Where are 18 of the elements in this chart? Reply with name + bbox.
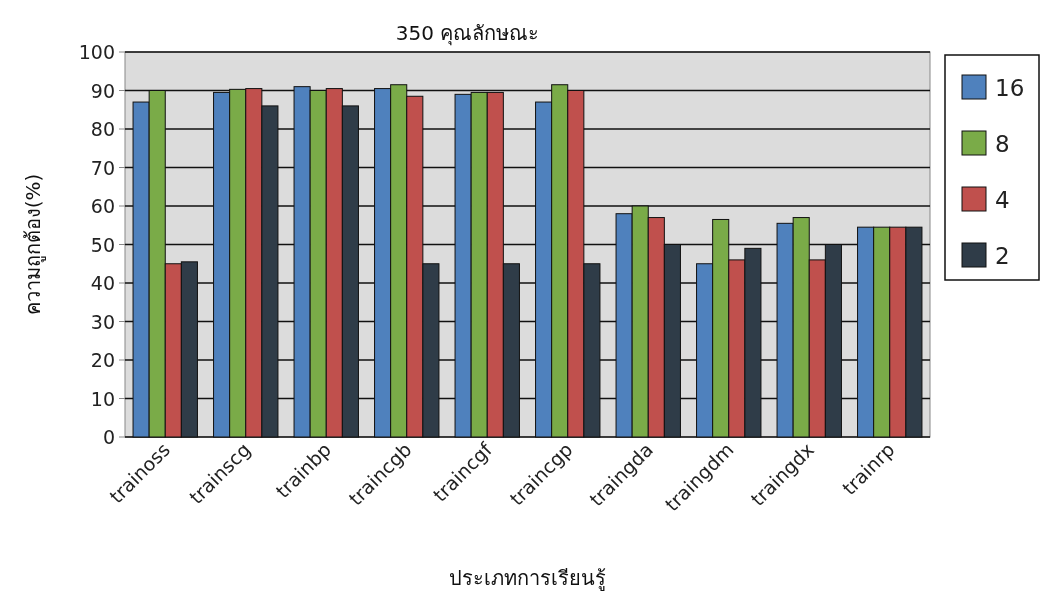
y-tick-label: 70 [90, 156, 115, 179]
y-axis-title: ความถูกต้อง(%) [21, 173, 46, 316]
legend-label: 4 [995, 187, 1010, 213]
y-tick-label: 100 [78, 41, 115, 63]
y-tick-label: 10 [90, 387, 115, 410]
y-tick-label: 0 [102, 426, 115, 448]
y-tick-label: 20 [90, 349, 115, 371]
y-tick-label: 30 [90, 310, 115, 333]
chart-title: 350 คุณลักษณะ [395, 21, 540, 46]
y-tick-label: 40 [90, 272, 115, 294]
y-tick-label: 50 [90, 233, 115, 256]
x-axis-title: ประเภทการเรียนรู้ [449, 566, 606, 591]
legend-label: 16 [995, 75, 1025, 101]
y-tick-label: 60 [90, 195, 115, 217]
legend-label: 8 [995, 131, 1010, 157]
legend-label: 2 [995, 243, 1010, 269]
y-tick-label: 90 [90, 79, 115, 102]
y-tick-label: 80 [90, 118, 115, 140]
